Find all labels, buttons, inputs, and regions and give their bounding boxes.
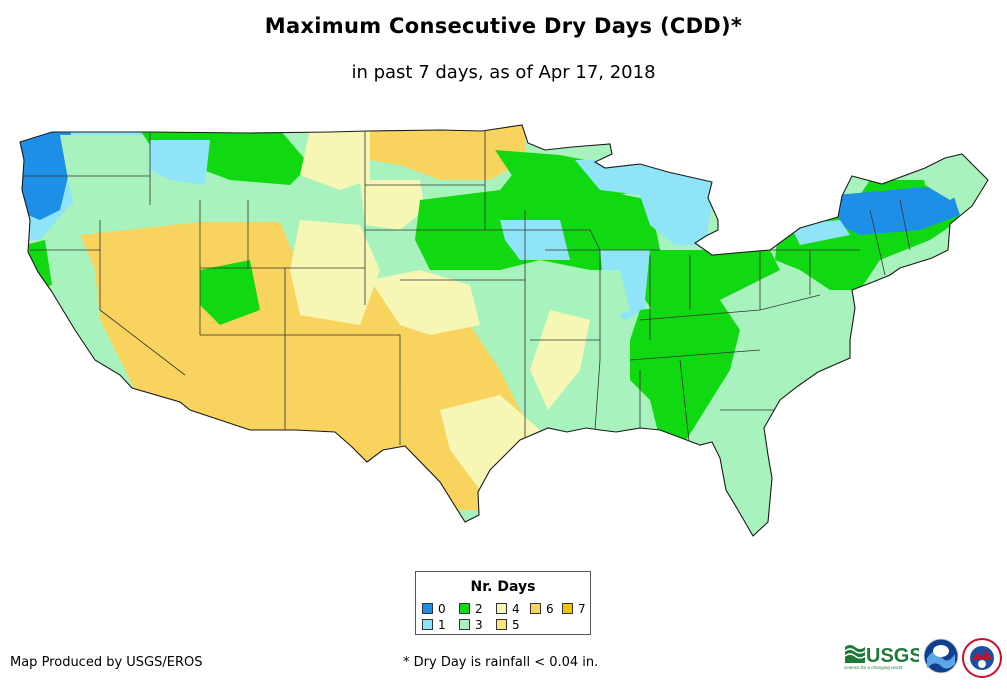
nws-logo-icon	[962, 638, 1002, 678]
legend-title: Nr. Days	[470, 579, 536, 595]
legend-swatch-4	[496, 603, 507, 614]
map-credit: Map Produced by USGS/EROS	[10, 655, 203, 670]
legend-swatch-5	[496, 619, 507, 630]
legend-swatch-0	[422, 603, 433, 614]
legend-swatch-1	[422, 619, 433, 630]
map-title: Maximum Consecutive Dry Days (CDD)*	[264, 14, 743, 38]
usgs-wordmark: USGS	[866, 645, 919, 667]
noaa-logo-icon	[923, 638, 959, 674]
legend-label-6: 6	[546, 602, 554, 616]
legend-label-5: 5	[512, 618, 520, 632]
map-subtitle: in past 7 days, as of Apr 17, 2018	[351, 62, 656, 83]
dry-day-footnote: * Dry Day is rainfall < 0.04 in.	[403, 655, 599, 670]
legend-label-0: 0	[438, 602, 446, 616]
legend-swatch-3	[459, 619, 470, 630]
usgs-logo: USGS science for a changing world	[844, 645, 919, 670]
legend-swatch-6	[530, 603, 541, 614]
legend-swatch-2	[459, 603, 470, 614]
dry-days-map	[19, 124, 989, 537]
legend-label-4: 4	[512, 602, 520, 616]
usgs-wave-icon	[844, 645, 866, 663]
legend-swatch-7	[562, 603, 573, 614]
usgs-tagline: science for a changing world	[844, 665, 903, 670]
legend-label-1: 1	[438, 618, 446, 632]
legend-label-3: 3	[475, 618, 483, 632]
legend-label-2: 2	[475, 602, 483, 616]
legend-label-7: 7	[578, 602, 586, 616]
